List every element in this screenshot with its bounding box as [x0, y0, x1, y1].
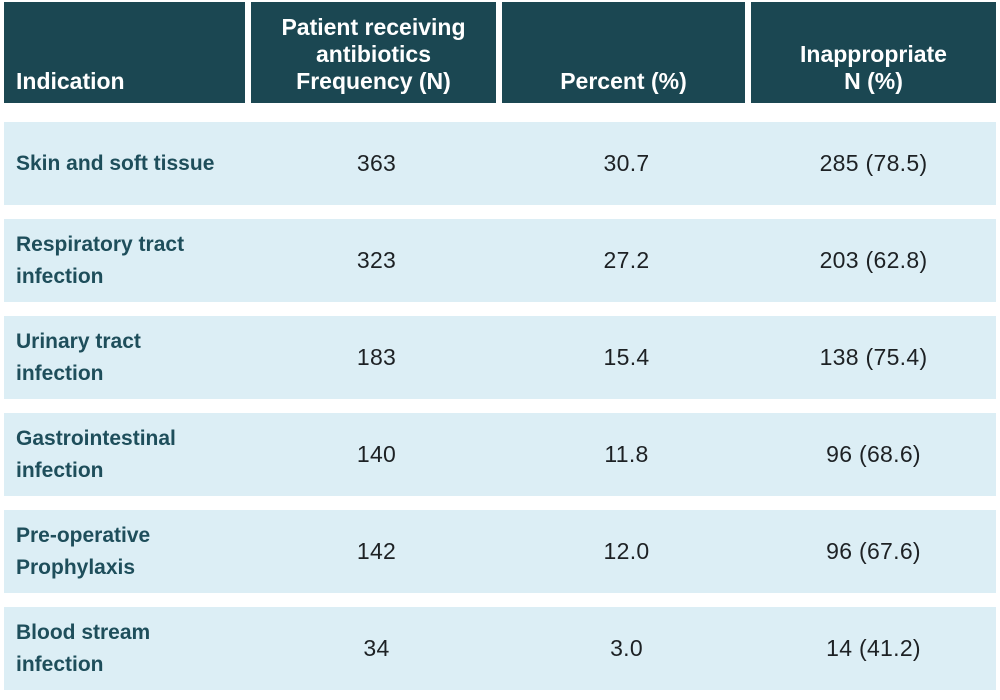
cell-frequency: 140 [356, 441, 397, 467]
cell-inappropriate: 138 (75.4) [819, 344, 928, 370]
cell-indication: Blood stream infection [16, 621, 151, 676]
cell-percent: 15.4 [603, 344, 650, 370]
cell-indication: Gastrointestinal infection [16, 427, 176, 482]
cell-percent: 11.8 [604, 441, 649, 467]
table-row: Respiratory tract infection 323 27.2 203… [4, 219, 996, 302]
cell-inappropriate: 203 (62.8) [819, 247, 928, 273]
header-cell-frequency: Patient receiving antibiotics Frequency … [251, 2, 502, 103]
cell-inappropriate: 96 (68.6) [826, 441, 921, 467]
cell-indication: Skin and soft tissue [16, 151, 215, 175]
header-cell-inappropriate: Inappropriate N (%) [751, 2, 996, 103]
cell-inappropriate: 285 (78.5) [819, 150, 928, 176]
table-row: Blood stream infection 34 3.0 14 (41.2) [4, 607, 996, 690]
table-row: Gastrointestinal infection 140 11.8 96 (… [4, 413, 996, 496]
cell-inappropriate: 96 (67.6) [826, 538, 921, 564]
table-row: Skin and soft tissue 363 30.7 285 (78.5) [4, 122, 996, 205]
cell-percent: 12.0 [603, 538, 650, 564]
table-header-row: Indication Patient receiving antibiotics… [4, 2, 996, 103]
table-row: Pre-operative Prophylaxis 142 12.0 96 (6… [4, 510, 996, 593]
cell-indication: Urinary tract infection [16, 330, 141, 385]
cell-percent: 30.7 [603, 150, 650, 176]
cell-inappropriate: 14 (41.2) [826, 635, 921, 661]
cell-frequency: 363 [356, 150, 397, 176]
header-cell-indication: Indication [4, 2, 251, 103]
cell-percent: 3.0 [610, 635, 643, 661]
cell-frequency: 323 [356, 247, 397, 273]
table-row: Urinary tract infection 183 15.4 138 (75… [4, 316, 996, 399]
cell-frequency: 34 [363, 635, 390, 661]
cell-percent: 27.2 [603, 247, 650, 273]
cell-indication: Respiratory tract infection [16, 233, 185, 288]
header-cell-percent: Percent (%) [502, 2, 751, 103]
cell-frequency: 183 [356, 344, 397, 370]
cell-indication: Pre-operative Prophylaxis [16, 524, 151, 579]
cell-frequency: 142 [356, 538, 397, 564]
